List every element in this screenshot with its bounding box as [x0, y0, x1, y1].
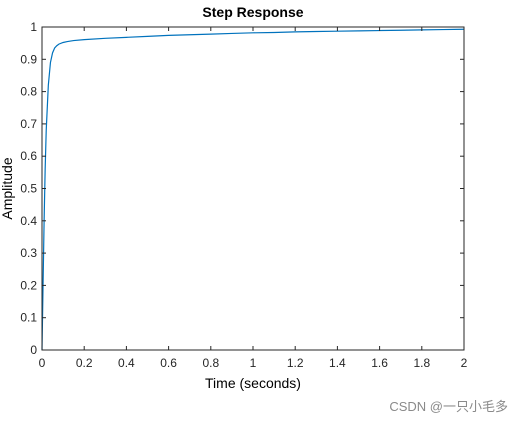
- y-axis-label: Amplitude: [0, 157, 15, 219]
- plot-area: [42, 27, 464, 350]
- y-tick-label: 0: [30, 343, 37, 357]
- x-tick-label: 1.4: [329, 356, 346, 370]
- y-tick-label: 0.8: [20, 85, 37, 99]
- x-tick-label: 1.2: [287, 356, 304, 370]
- watermark-text: CSDN @一只小毛多: [389, 399, 508, 414]
- y-tick-label: 1: [30, 20, 37, 34]
- x-axis-label: Time (seconds): [205, 375, 301, 391]
- y-tick-label: 0.5: [20, 182, 37, 196]
- chart-title: Step Response: [202, 4, 303, 20]
- y-tick-label: 0.7: [20, 117, 37, 131]
- ticks-layer: 0 0.2 0.4 0.6 0.8 1 1.2 1.4 1.6 1.8 2 0 0.1 0.2 0.3 0.4…: [20, 20, 467, 370]
- y-tick-label: 0.2: [20, 278, 37, 292]
- y-tick-label: 0.3: [20, 246, 37, 260]
- x-tick-label: 2: [461, 356, 468, 370]
- x-tick-label: 0: [39, 356, 46, 370]
- series-layer: [41, 28, 465, 351]
- x-tick-label: 1: [250, 356, 257, 370]
- x-tick-label: 0.2: [76, 356, 93, 370]
- x-tick-label: 1.6: [371, 356, 388, 370]
- x-tick-label: 0.8: [202, 356, 219, 370]
- x-tick-label: 0.6: [160, 356, 177, 370]
- x-tick-label: 0.4: [118, 356, 135, 370]
- y-tick-label: 0.1: [20, 311, 37, 325]
- x-tick-label: 1.8: [413, 356, 430, 370]
- y-tick-label: 0.6: [20, 149, 37, 163]
- y-tick-label: 0.4: [20, 214, 37, 228]
- series-line-0: [41, 28, 465, 351]
- y-tick-label: 0.9: [20, 52, 37, 66]
